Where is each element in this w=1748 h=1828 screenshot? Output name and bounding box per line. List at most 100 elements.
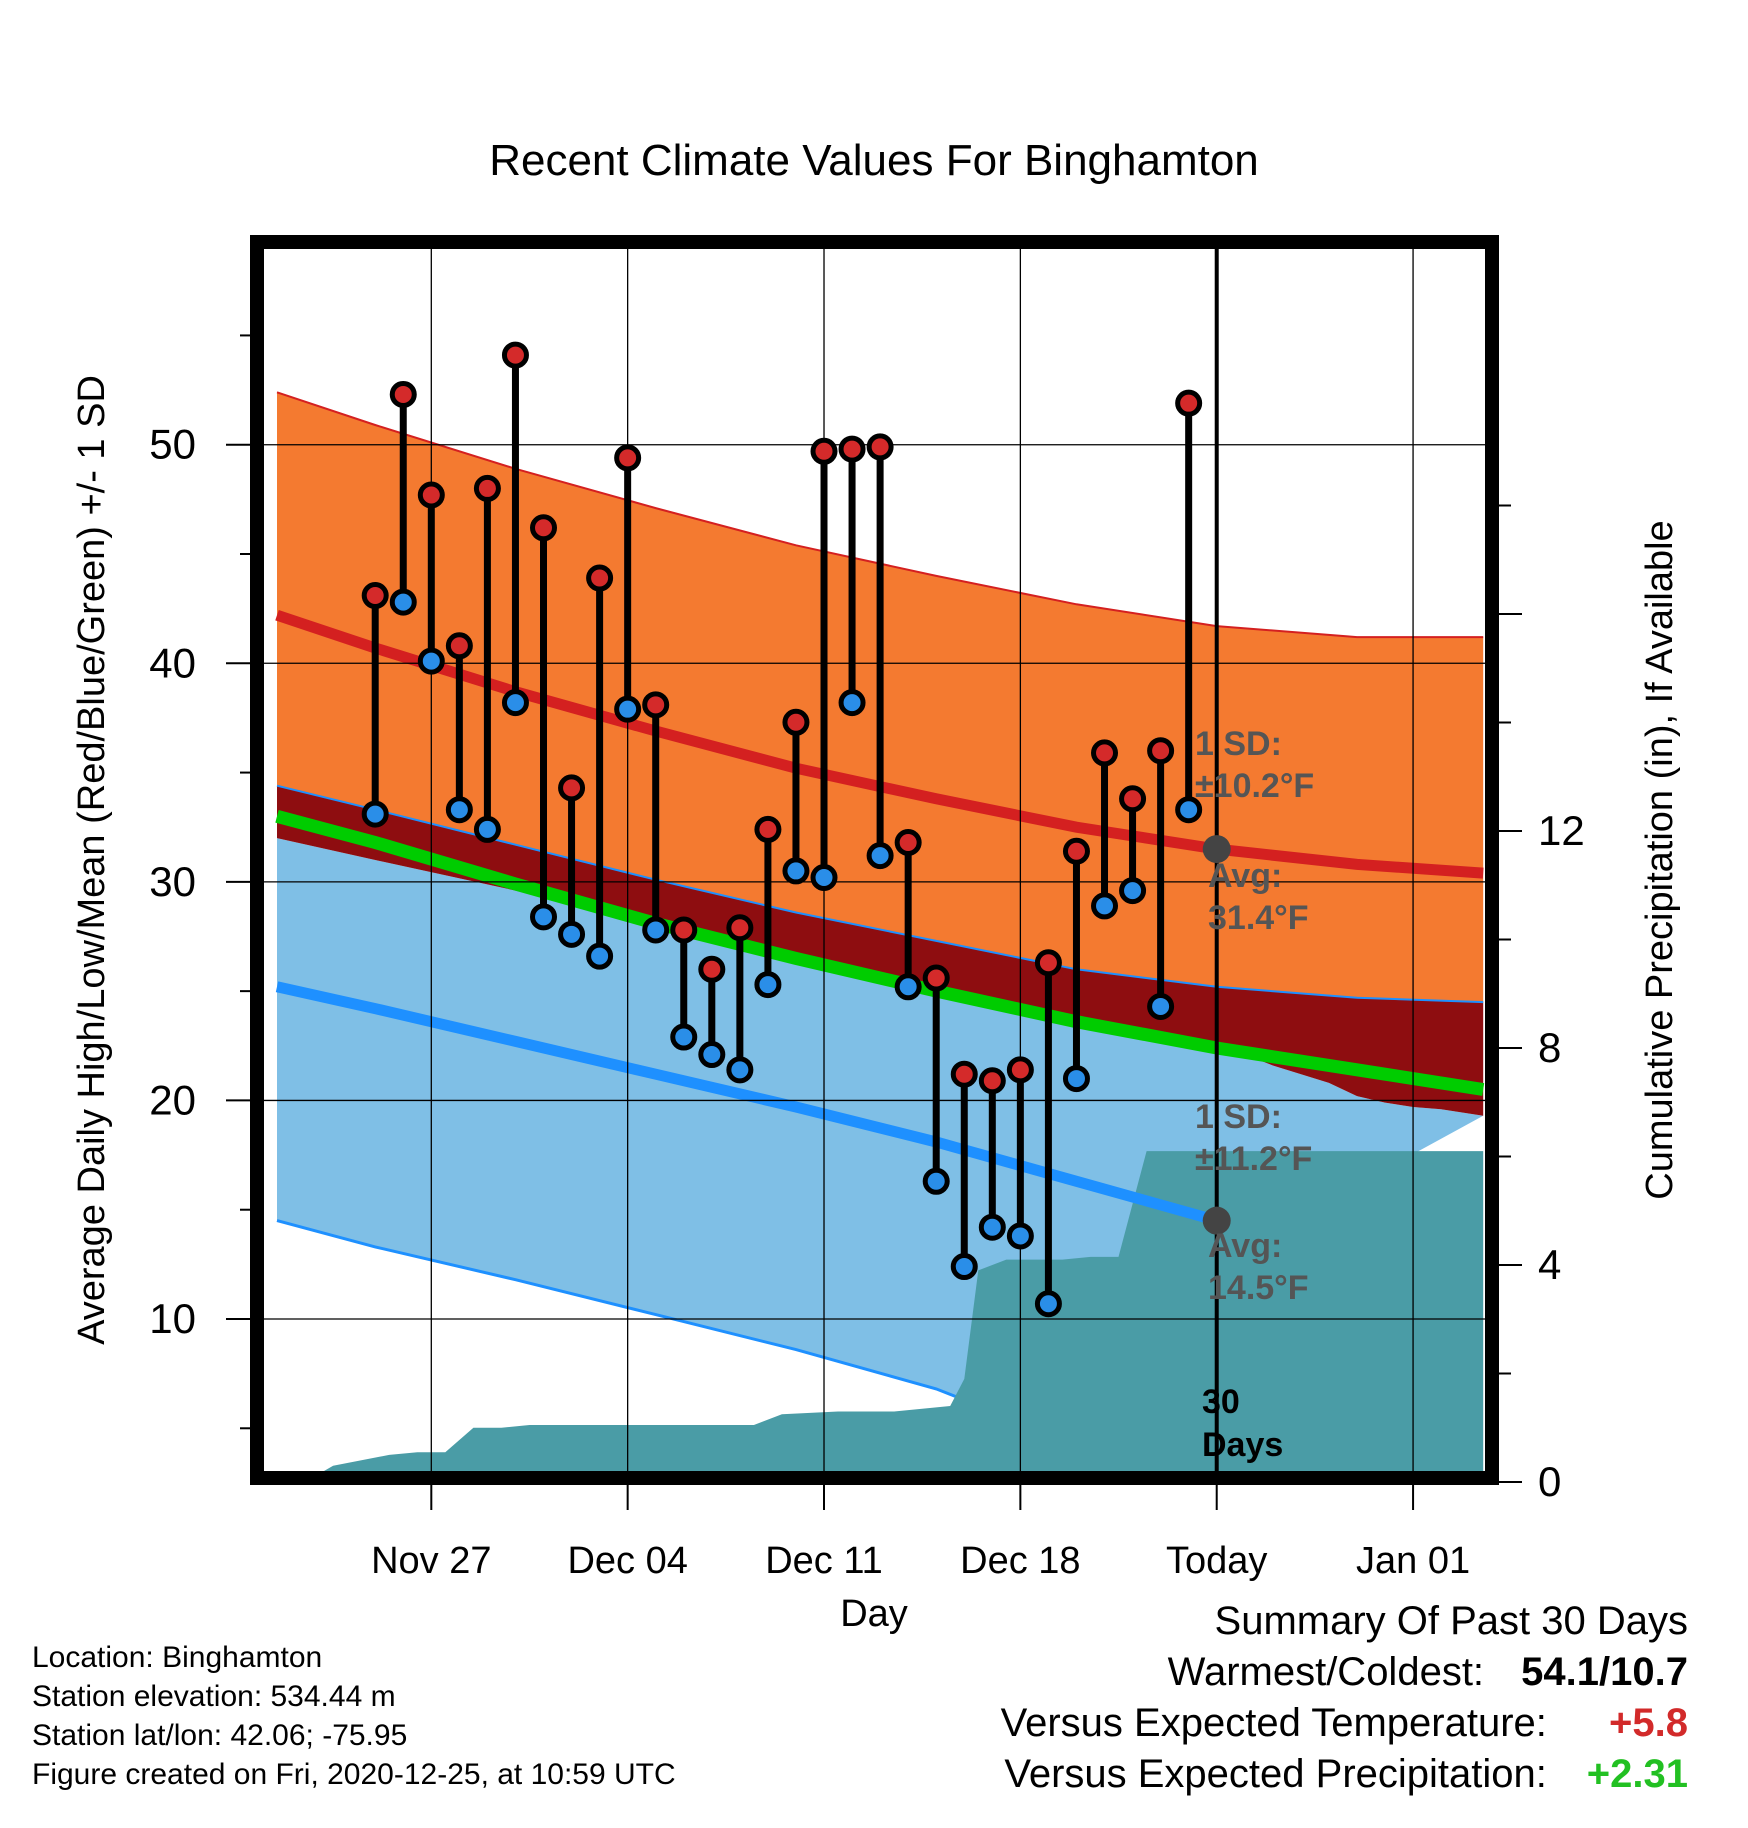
observed-high-point xyxy=(445,632,473,660)
observed-low-point xyxy=(1119,877,1147,905)
x-tick-label: Dec 11 xyxy=(765,1540,883,1582)
observed-low-point xyxy=(698,1041,726,1069)
observed-high-point xyxy=(782,708,810,736)
observed-low-point xyxy=(473,815,501,843)
high-sd-lower-edge xyxy=(276,784,1484,1004)
high-sd-label: 1 SD: xyxy=(1195,725,1282,763)
summary-precip: Versus Expected Precipitation: +2.31 xyxy=(1001,1749,1688,1800)
observed-high-point xyxy=(473,474,501,502)
observed-high-point xyxy=(978,1067,1006,1095)
observed-high-point xyxy=(642,691,670,719)
high-avg-value: 31.4°F xyxy=(1208,899,1309,937)
observed-low-point xyxy=(1091,892,1119,920)
low-sd-value: ±11.2°F xyxy=(1195,1140,1312,1178)
observed-high-point xyxy=(1147,737,1175,765)
observed-low-point xyxy=(1147,992,1175,1020)
observed-low-point xyxy=(782,857,810,885)
observed-low-point xyxy=(726,1056,754,1084)
observed-high-point xyxy=(670,916,698,944)
today-days-word: Days xyxy=(1202,1426,1283,1464)
y-tick-label: 40 xyxy=(149,639,196,686)
observed-high-point xyxy=(614,444,642,472)
observed-low-point xyxy=(894,973,922,1001)
observed-low-point xyxy=(558,920,586,948)
observed-low-point xyxy=(1034,1290,1062,1318)
observed-low-point xyxy=(1175,796,1203,824)
low-avg-value: 14.5°F xyxy=(1208,1269,1309,1307)
today-low-average-dot xyxy=(1202,1206,1231,1235)
observed-low-point xyxy=(361,800,389,828)
overlap-band xyxy=(277,785,1484,1116)
observed-low-point xyxy=(978,1213,1006,1241)
observed-high-point xyxy=(558,774,586,802)
observed-high-point xyxy=(361,582,389,610)
observed-high-point xyxy=(810,437,838,465)
observed-high-point xyxy=(389,380,417,408)
observed-high-point xyxy=(586,564,614,592)
observed-low-point xyxy=(922,1167,950,1195)
normal-mean-line xyxy=(275,810,1485,1096)
observed-high-point xyxy=(838,435,866,463)
y-tick-label: 50 xyxy=(149,421,196,468)
observed-low-point xyxy=(950,1253,978,1281)
x-tick-label: Today xyxy=(1166,1540,1267,1582)
observed-high-point xyxy=(1006,1056,1034,1084)
x-tick-label: Nov 27 xyxy=(371,1540,491,1582)
elevation-text: Station elevation: 534.44 m xyxy=(32,1680,396,1713)
observed-high-point xyxy=(866,433,894,461)
high-avg-label: Avg: xyxy=(1208,857,1282,895)
observed-low-point xyxy=(754,971,782,999)
observed-low-point xyxy=(530,903,558,931)
observed-low-point xyxy=(1006,1222,1034,1250)
precip-anomaly-value: +2.31 xyxy=(1586,1752,1688,1796)
observed-high-point xyxy=(698,955,726,983)
warm-cold-value: 54.1/10.7 xyxy=(1521,1650,1688,1694)
observed-high-point xyxy=(1091,739,1119,767)
normal-high-line xyxy=(275,609,1484,879)
observed-low-point xyxy=(389,588,417,616)
observed-low-point xyxy=(670,1023,698,1051)
today-days-count: 30 xyxy=(1202,1383,1240,1421)
observed-high-point xyxy=(1062,837,1090,865)
observed-high-point xyxy=(530,514,558,542)
latlon-text: Station lat/lon: 42.06; -75.95 xyxy=(32,1719,408,1752)
high-sd-value: ±10.2°F xyxy=(1195,767,1314,805)
summary-warm-cold: Warmest/Coldest: 54.1/10.7 xyxy=(1001,1647,1688,1698)
observed-low-point xyxy=(810,863,838,891)
observed-high-point xyxy=(1034,949,1062,977)
observed-high-point xyxy=(1175,389,1203,417)
x-tick-label: Dec 04 xyxy=(567,1540,687,1582)
x-tick-label: Jan 01 xyxy=(1356,1540,1470,1582)
y-tick-label: 10 xyxy=(149,1295,196,1342)
observed-low-point xyxy=(1062,1065,1090,1093)
observed-low-point xyxy=(838,689,866,717)
y2-axis-label: Cumulative Precipitation (in), If Availa… xyxy=(1639,520,1681,1199)
observed-low-point xyxy=(445,796,473,824)
x-axis-label: Day xyxy=(840,1593,908,1635)
observed-low-point xyxy=(642,916,670,944)
summary-temp: Versus Expected Temperature: +5.8 xyxy=(1001,1698,1688,1749)
location-text: Location: Binghamton xyxy=(32,1641,323,1674)
observed-low-point xyxy=(501,689,529,717)
low-avg-label: Avg: xyxy=(1208,1227,1282,1265)
observed-low-point xyxy=(417,647,445,675)
observed-high-point xyxy=(894,829,922,857)
today-high-average-dot xyxy=(1202,835,1231,864)
y-axis-label: Average Daily High/Low/Mean (Red/Blue/Gr… xyxy=(71,375,113,1345)
created-text: Figure created on Fri, 2020-12-25, at 10… xyxy=(32,1758,676,1791)
high-sd-upper-edge xyxy=(276,391,1484,639)
observed-high-point xyxy=(1119,785,1147,813)
summary-panel: Summary Of Past 30 Days Warmest/Coldest:… xyxy=(1001,1596,1688,1800)
y2-tick-label: 0 xyxy=(1538,1458,1561,1505)
precip-anomaly-label: Versus Expected Precipitation: xyxy=(1004,1752,1547,1796)
y2-tick-label: 4 xyxy=(1538,1241,1561,1288)
temp-anomaly-label: Versus Expected Temperature: xyxy=(1000,1701,1547,1745)
summary-heading: Summary Of Past 30 Days xyxy=(1214,1599,1688,1643)
low-sd-label: 1 SD: xyxy=(1195,1098,1282,1136)
observed-low-point xyxy=(614,695,642,723)
y2-tick-label: 8 xyxy=(1538,1024,1561,1071)
precipitation-area xyxy=(277,1151,1484,1472)
chart-title: Recent Climate Values For Binghamton xyxy=(489,136,1259,185)
observed-high-point xyxy=(417,481,445,509)
